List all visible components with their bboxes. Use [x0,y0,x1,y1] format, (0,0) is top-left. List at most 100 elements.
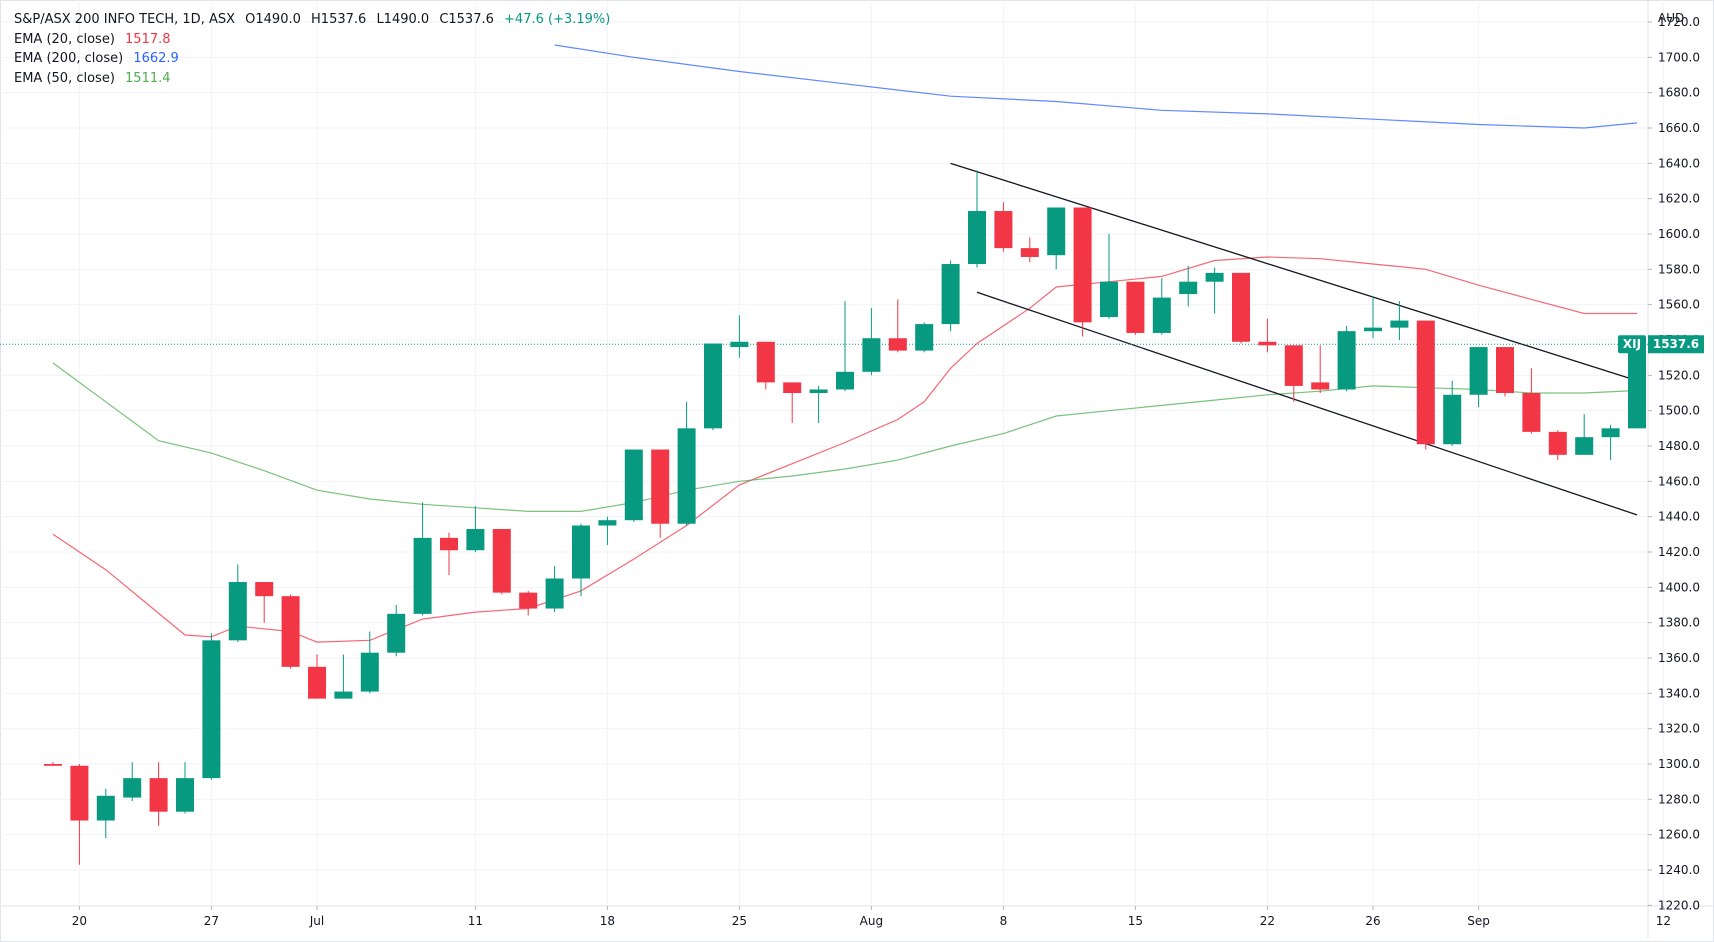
price-tick-label: 1280.0 [1658,792,1700,806]
candle-up [413,502,432,616]
candle-body [1548,431,1567,455]
candle-body [915,324,934,351]
ema50-legend[interactable]: EMA (50, close) 1511.4 [14,69,610,89]
candle-up [545,566,564,613]
axis-layer[interactable]: 1220.0 1240.0 1260.0 1280.0 1300.0 1320.0 1340… [72,11,1704,928]
candle-up [704,343,722,431]
symbol-title[interactable]: S&P/ASX 200 INFO TECH, 1D, ASX [14,12,236,27]
price-tick-label: 1720.0 [1658,15,1700,29]
candle-down [1496,347,1514,397]
time-tick-label: 25 [732,914,747,928]
price-tick-label: 1680.0 [1658,86,1700,100]
candle-up [1575,414,1594,455]
candle-down [440,532,458,575]
time-tick-label: 22 [1260,914,1275,928]
candle-up [202,633,221,780]
price-tick-label: 1460.0 [1658,474,1700,488]
chart-legend: S&P/ASX 200 INFO TECH, 1D, ASX O1490.0 H… [14,10,610,88]
candle-up [1205,267,1224,314]
ema50-label[interactable]: EMA (50, close) [14,70,115,86]
candle-body [1020,248,1039,257]
candle-body [836,371,854,390]
candle-body [1126,281,1145,333]
ema200-label[interactable]: EMA (200, close) [14,51,124,66]
price-tick-label: 1520.0 [1658,368,1700,382]
candle-down [70,764,89,865]
ema200-legend[interactable]: EMA (200, close) 1662.9 [14,49,610,69]
candle-up [176,762,194,814]
candle-body [730,341,749,348]
candle-down [1073,207,1092,337]
price-tick-label: 1620.0 [1658,192,1700,206]
low-value: L1490.0 [376,12,430,27]
candle-down [783,382,802,424]
candle-body [255,582,274,597]
channel-upper-trendline [950,162,1638,382]
candle-down [1548,430,1567,461]
candle-down [44,762,62,766]
time-tick-label: Jul [309,914,324,928]
candle-body [387,613,406,653]
candle-up [730,315,749,358]
candle-down [1522,368,1541,434]
candle-layer[interactable] [44,170,1646,865]
candle-body [598,520,617,526]
ema200-line [554,44,1638,129]
candle-body [176,778,194,812]
candle-body [1047,207,1066,256]
ema20-label[interactable]: EMA (20, close) [14,31,115,47]
candle-body [334,691,353,699]
candle-down [756,341,775,390]
time-tick-label: Sep [1467,914,1490,928]
candle-body [413,537,432,614]
candle-body [1416,320,1435,445]
price-tick-label: 1320.0 [1658,722,1700,736]
price-tick-label: 1600.0 [1658,227,1700,241]
price-tick-label: 1380.0 [1658,616,1700,630]
candle-body [360,652,379,692]
candle-body [1205,272,1224,282]
channel-layer[interactable] [0,162,1648,516]
candle-up [915,322,934,353]
price-tick-label: 1260.0 [1658,828,1700,842]
candle-down [149,762,168,826]
candle-up [1469,347,1488,408]
candle-down [492,529,511,595]
change-value: +47.6 (+3.19%) [504,12,611,27]
candle-body [1258,341,1277,346]
candle-up [968,170,986,268]
candle-up [123,762,142,802]
candle-up [387,605,406,657]
candle-body [1601,428,1620,438]
time-tick-label: 12 [1656,914,1671,928]
candle-body [202,640,221,779]
candle-up [677,401,696,526]
candle-body [783,382,802,393]
ema20-legend[interactable]: EMA (20, close) 1517.8 [14,30,610,50]
time-tick-label: 26 [1365,914,1380,928]
candle-body [545,578,564,609]
candle-body [888,338,907,351]
price-tick-label: 1340.0 [1658,686,1700,700]
candle-up [572,523,590,597]
price-tick-label: 1400.0 [1658,580,1700,594]
symbol-tag: XIJ [1623,337,1641,351]
candle-body [1100,281,1118,318]
price-tick-label: 1640.0 [1658,156,1700,170]
symbol-ohlc-row[interactable]: S&P/ASX 200 INFO TECH, 1D, ASX O1490.0 H… [14,10,610,30]
candle-up [360,631,379,694]
candle-up [1364,295,1382,339]
symbol-tag-bg [1618,335,1646,354]
candle-body [651,449,670,524]
candle-up [1443,380,1462,446]
candle-down [1284,345,1303,402]
candle-body [941,264,960,325]
candle-body [756,341,775,383]
candle-body [1390,320,1409,328]
candle-body [96,795,115,821]
candle-up [1152,278,1171,335]
ema200-value: 1662.9 [133,51,179,66]
